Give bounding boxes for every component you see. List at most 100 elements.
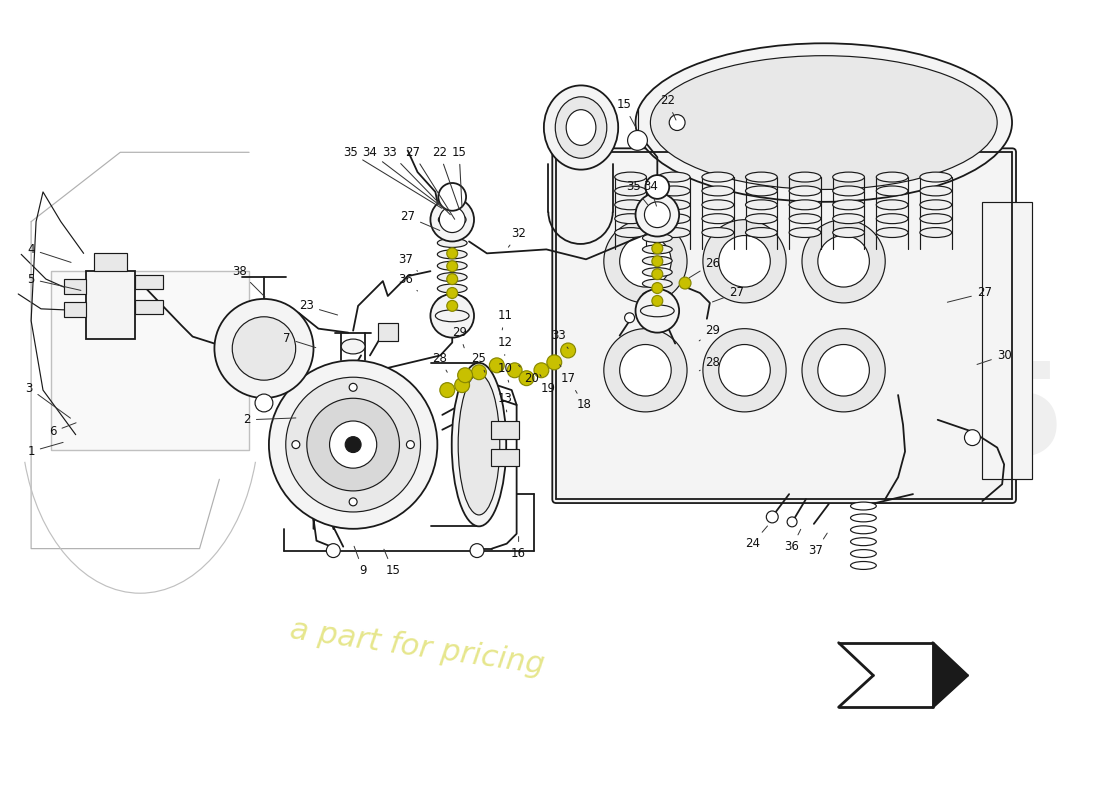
Circle shape — [519, 370, 534, 386]
Ellipse shape — [850, 526, 877, 534]
Text: 15: 15 — [384, 550, 400, 577]
Circle shape — [406, 441, 415, 449]
Ellipse shape — [789, 172, 821, 182]
Ellipse shape — [341, 339, 365, 354]
Circle shape — [447, 287, 458, 298]
Ellipse shape — [877, 186, 908, 196]
Polygon shape — [933, 642, 968, 707]
Circle shape — [349, 498, 358, 506]
Text: 34: 34 — [363, 146, 446, 210]
Ellipse shape — [615, 186, 647, 196]
Text: 18: 18 — [575, 390, 592, 411]
Text: 3: 3 — [25, 382, 70, 418]
Ellipse shape — [833, 172, 865, 182]
Circle shape — [625, 313, 635, 322]
Ellipse shape — [438, 250, 468, 259]
Text: 22: 22 — [432, 146, 459, 209]
Ellipse shape — [789, 214, 821, 224]
Text: 2: 2 — [243, 414, 296, 426]
Circle shape — [679, 277, 691, 289]
Text: 27: 27 — [947, 286, 992, 302]
Text: 23: 23 — [299, 299, 338, 315]
Ellipse shape — [642, 279, 672, 288]
Text: 37: 37 — [398, 253, 418, 271]
Text: 16: 16 — [512, 537, 526, 560]
Circle shape — [652, 256, 663, 266]
Text: 26: 26 — [690, 257, 721, 278]
Text: 37: 37 — [808, 533, 827, 557]
Circle shape — [490, 358, 504, 373]
Ellipse shape — [438, 262, 468, 270]
Circle shape — [628, 130, 648, 150]
Text: 12: 12 — [497, 336, 513, 355]
Circle shape — [268, 360, 438, 529]
Text: 11: 11 — [497, 310, 513, 330]
Text: 24: 24 — [745, 526, 768, 550]
Ellipse shape — [877, 214, 908, 224]
Text: 5: 5 — [28, 273, 81, 290]
Ellipse shape — [658, 200, 690, 210]
Circle shape — [327, 544, 340, 558]
Text: 35: 35 — [343, 146, 442, 208]
Circle shape — [718, 345, 770, 396]
Circle shape — [349, 383, 358, 391]
Ellipse shape — [833, 200, 865, 210]
Text: 32: 32 — [508, 227, 526, 247]
Ellipse shape — [640, 305, 674, 317]
Ellipse shape — [702, 172, 734, 182]
Circle shape — [645, 202, 670, 227]
Circle shape — [454, 378, 470, 393]
Text: 22: 22 — [660, 94, 676, 120]
Ellipse shape — [850, 550, 877, 558]
Circle shape — [604, 220, 688, 303]
Circle shape — [636, 193, 679, 237]
Circle shape — [767, 511, 778, 523]
Circle shape — [458, 368, 473, 382]
Ellipse shape — [920, 214, 951, 224]
Ellipse shape — [642, 290, 672, 299]
Ellipse shape — [920, 186, 951, 196]
Circle shape — [652, 295, 663, 306]
Circle shape — [669, 114, 685, 130]
Circle shape — [472, 365, 486, 380]
Text: 17: 17 — [560, 365, 575, 385]
Bar — [94, 254, 128, 271]
Ellipse shape — [789, 186, 821, 196]
Circle shape — [286, 378, 420, 512]
Circle shape — [802, 329, 886, 412]
Bar — [64, 279, 86, 294]
Bar — [135, 275, 163, 289]
Text: 085: 085 — [800, 358, 1066, 482]
Circle shape — [440, 382, 454, 398]
Circle shape — [447, 274, 458, 285]
Circle shape — [703, 220, 786, 303]
Circle shape — [447, 261, 458, 272]
Ellipse shape — [702, 227, 734, 238]
Text: 38: 38 — [232, 265, 265, 297]
Ellipse shape — [658, 186, 690, 196]
Ellipse shape — [452, 363, 506, 526]
Ellipse shape — [636, 43, 1012, 202]
Ellipse shape — [746, 214, 778, 224]
Text: 15: 15 — [452, 146, 466, 207]
Circle shape — [817, 345, 869, 396]
Ellipse shape — [702, 186, 734, 196]
Ellipse shape — [850, 514, 877, 522]
Ellipse shape — [877, 227, 908, 238]
Text: 27: 27 — [713, 286, 744, 302]
Circle shape — [561, 343, 575, 358]
Ellipse shape — [642, 222, 672, 231]
Ellipse shape — [920, 200, 951, 210]
Ellipse shape — [833, 227, 865, 238]
Text: 36: 36 — [784, 530, 801, 553]
Ellipse shape — [438, 227, 468, 236]
Ellipse shape — [566, 110, 596, 146]
Text: 4: 4 — [28, 243, 72, 262]
Ellipse shape — [459, 374, 499, 515]
Text: 1: 1 — [28, 442, 63, 458]
Ellipse shape — [658, 227, 690, 238]
Circle shape — [604, 329, 688, 412]
Text: 28: 28 — [700, 356, 720, 370]
Ellipse shape — [746, 186, 778, 196]
Ellipse shape — [920, 227, 951, 238]
